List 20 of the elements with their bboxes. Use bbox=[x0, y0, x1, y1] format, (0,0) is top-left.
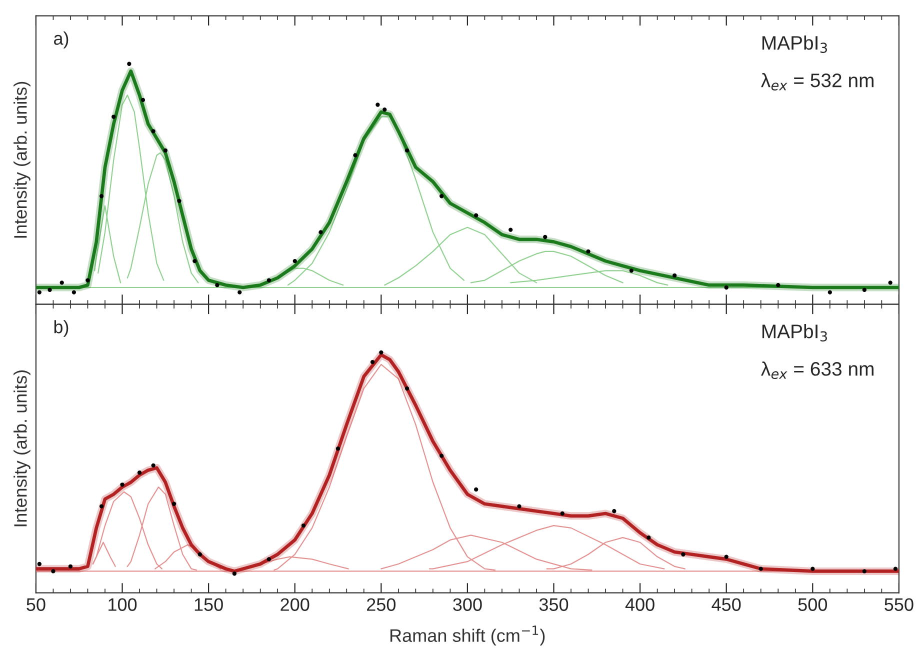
x-tick-label: 500 bbox=[798, 598, 828, 611]
x-tick-label: 50 bbox=[26, 598, 46, 611]
x-tick-label: 300 bbox=[453, 598, 482, 611]
y-axis-title: Intensity (arb. units) bbox=[14, 82, 30, 238]
x-tick-label: 400 bbox=[625, 598, 654, 611]
text: MAPbI$_{3}$ bbox=[762, 35, 827, 53]
x-tick-label: 250 bbox=[367, 598, 396, 611]
x-tick-label: 350 bbox=[539, 598, 568, 611]
text: a) bbox=[54, 32, 68, 48]
x-tick-label: 450 bbox=[712, 598, 741, 611]
x-tick-label: 150 bbox=[194, 598, 223, 611]
x-tick-label: 550 bbox=[884, 598, 914, 611]
text: b) bbox=[54, 320, 68, 337]
text: MAPbI$_{3}$ bbox=[762, 324, 827, 342]
x-tick-label: 100 bbox=[108, 598, 137, 611]
annotation: λ$_{ex}$ = 633 nm bbox=[761, 362, 874, 379]
x-axis-title: Raman shift (cm$^{−1}$) bbox=[390, 626, 545, 646]
y-axis-title: Intensity (arb. units) bbox=[14, 370, 30, 526]
x-tick-label: 200 bbox=[280, 598, 310, 611]
annotation: λ$_{ex}$ = 532 nm bbox=[761, 72, 874, 90]
